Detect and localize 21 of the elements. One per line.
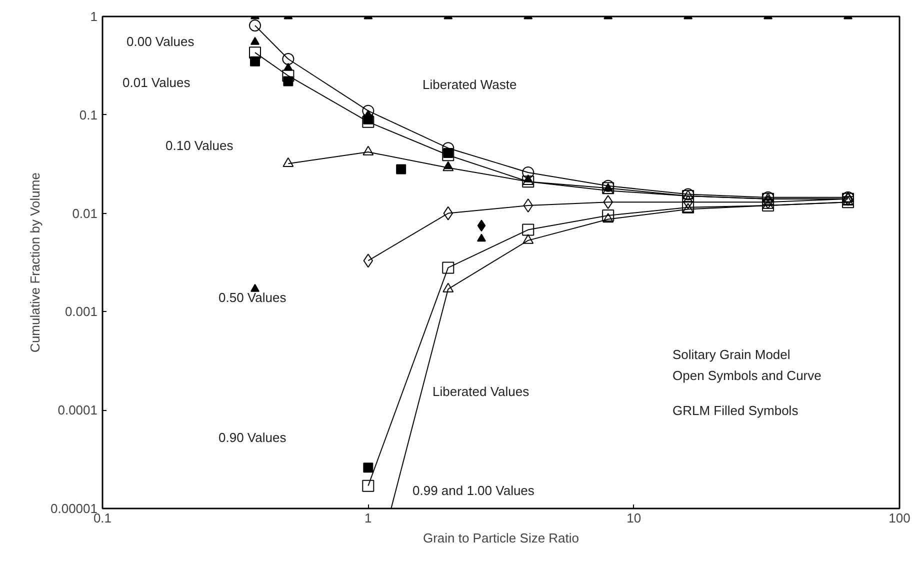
y-axis-title: Cumulative Fraction by Volume — [28, 172, 43, 352]
x-tick-label: 100 — [888, 510, 910, 526]
annotation: Liberated Waste — [422, 77, 517, 92]
y-tick-label: 0.01 — [72, 206, 98, 221]
annotation: 0.99 and 1.00 Values — [412, 483, 535, 498]
y-tick-label: 0.0001 — [58, 402, 98, 418]
x-tick-label: 10 — [626, 510, 642, 526]
y-tick-label: 0.1 — [79, 107, 98, 122]
annotation: 0.90 Values — [218, 430, 287, 445]
annotation: 0.50 Values — [218, 290, 287, 305]
annotation: Liberated Values — [432, 384, 530, 399]
annotation: 0.01 Values — [122, 75, 191, 90]
x-axis-title: Grain to Particle Size Ratio — [422, 530, 580, 546]
annotation: Solitary Grain Model — [672, 347, 790, 362]
x-tick-label: 1 — [364, 510, 372, 526]
annotation: Open Symbols and Curve — [672, 368, 822, 383]
y-tick-label: 1 — [90, 9, 98, 24]
annotation: GRLM Filled Symbols — [672, 403, 799, 418]
annotation: 0.10 Values — [166, 138, 234, 153]
annotation: 0.00 Values — [126, 34, 195, 49]
y-tick-label: 0.001 — [64, 304, 98, 320]
